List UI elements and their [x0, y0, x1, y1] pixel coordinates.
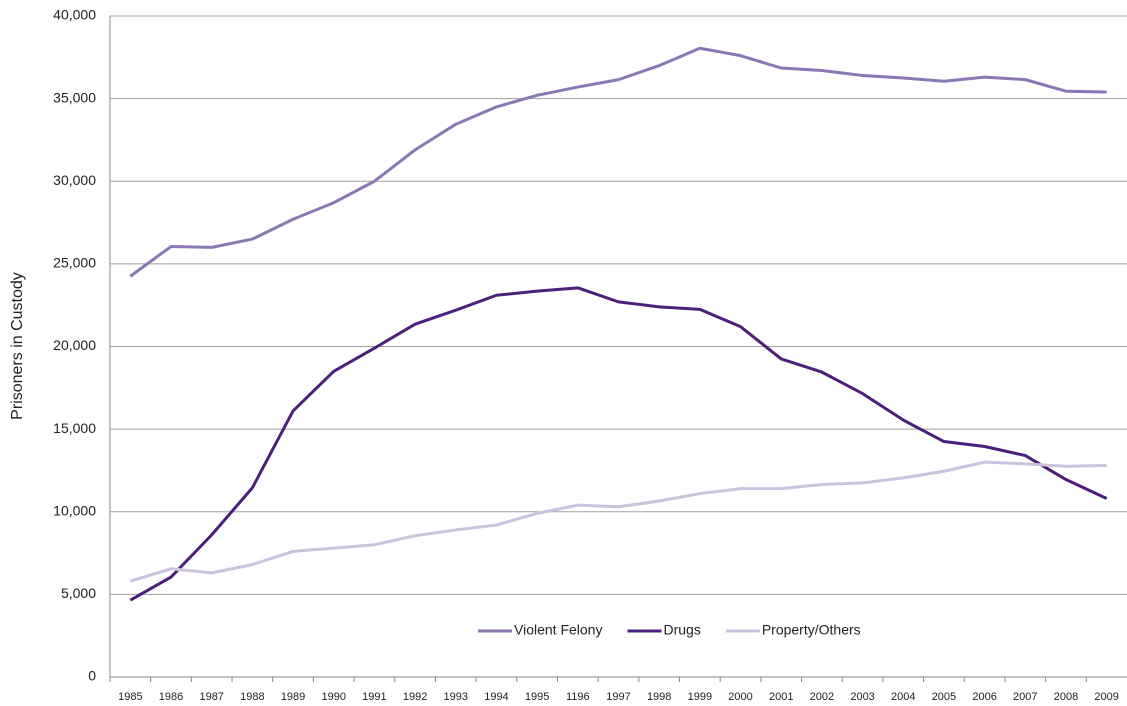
y-tick-label: 20,000 [53, 337, 96, 353]
x-tick-label: 1985 [118, 691, 142, 703]
series-line [129, 46, 1107, 278]
x-tick-label: 2003 [850, 691, 874, 703]
x-tick-label: 2001 [769, 691, 793, 703]
x-tick-label: 1988 [240, 691, 264, 703]
x-tick-label: 2008 [1054, 691, 1078, 703]
y-axis-label: Prisoners in Custody [9, 272, 26, 420]
x-tick-label: 1993 [444, 691, 468, 703]
legend-label: Drugs [663, 622, 700, 638]
x-tick-label: 2009 [1094, 691, 1118, 703]
y-tick-label: 30,000 [53, 172, 96, 188]
x-tick-label: 2000 [728, 691, 752, 703]
x-tick-label: 1998 [647, 691, 671, 703]
legend-label: Violent Felony [514, 622, 602, 638]
x-tick-label: 1990 [321, 691, 345, 703]
y-tick-label: 10,000 [53, 502, 96, 518]
series-line [129, 286, 1108, 602]
x-tick-label: 1997 [606, 691, 630, 703]
x-tick-label: 2007 [1013, 691, 1037, 703]
y-tick-label: 25,000 [53, 255, 96, 271]
y-tick-label: 5,000 [61, 585, 96, 601]
x-tick-label: 2002 [810, 691, 834, 703]
x-tick-label: 1992 [403, 691, 427, 703]
series-line [129, 460, 1107, 583]
x-tick-label: 1196 [566, 691, 590, 703]
x-tick-label: 1994 [484, 691, 508, 703]
y-tick-label: 15,000 [53, 420, 96, 436]
x-tick-label: 1999 [688, 691, 712, 703]
legend-label: Property/Others [762, 622, 861, 638]
x-tick-label: 2005 [932, 691, 956, 703]
x-tick-label: 1995 [525, 691, 549, 703]
y-tick-label: 0 [88, 668, 96, 684]
x-tick-label: 2006 [972, 691, 996, 703]
x-tick-label: 2004 [891, 691, 915, 703]
x-tick-label: 1991 [362, 691, 386, 703]
x-tick-label: 1989 [281, 691, 305, 703]
x-tick-label: 1986 [159, 691, 183, 703]
y-tick-label: 35,000 [53, 89, 96, 105]
x-tick-label: 1987 [199, 691, 223, 703]
y-tick-label: 40,000 [53, 7, 96, 23]
